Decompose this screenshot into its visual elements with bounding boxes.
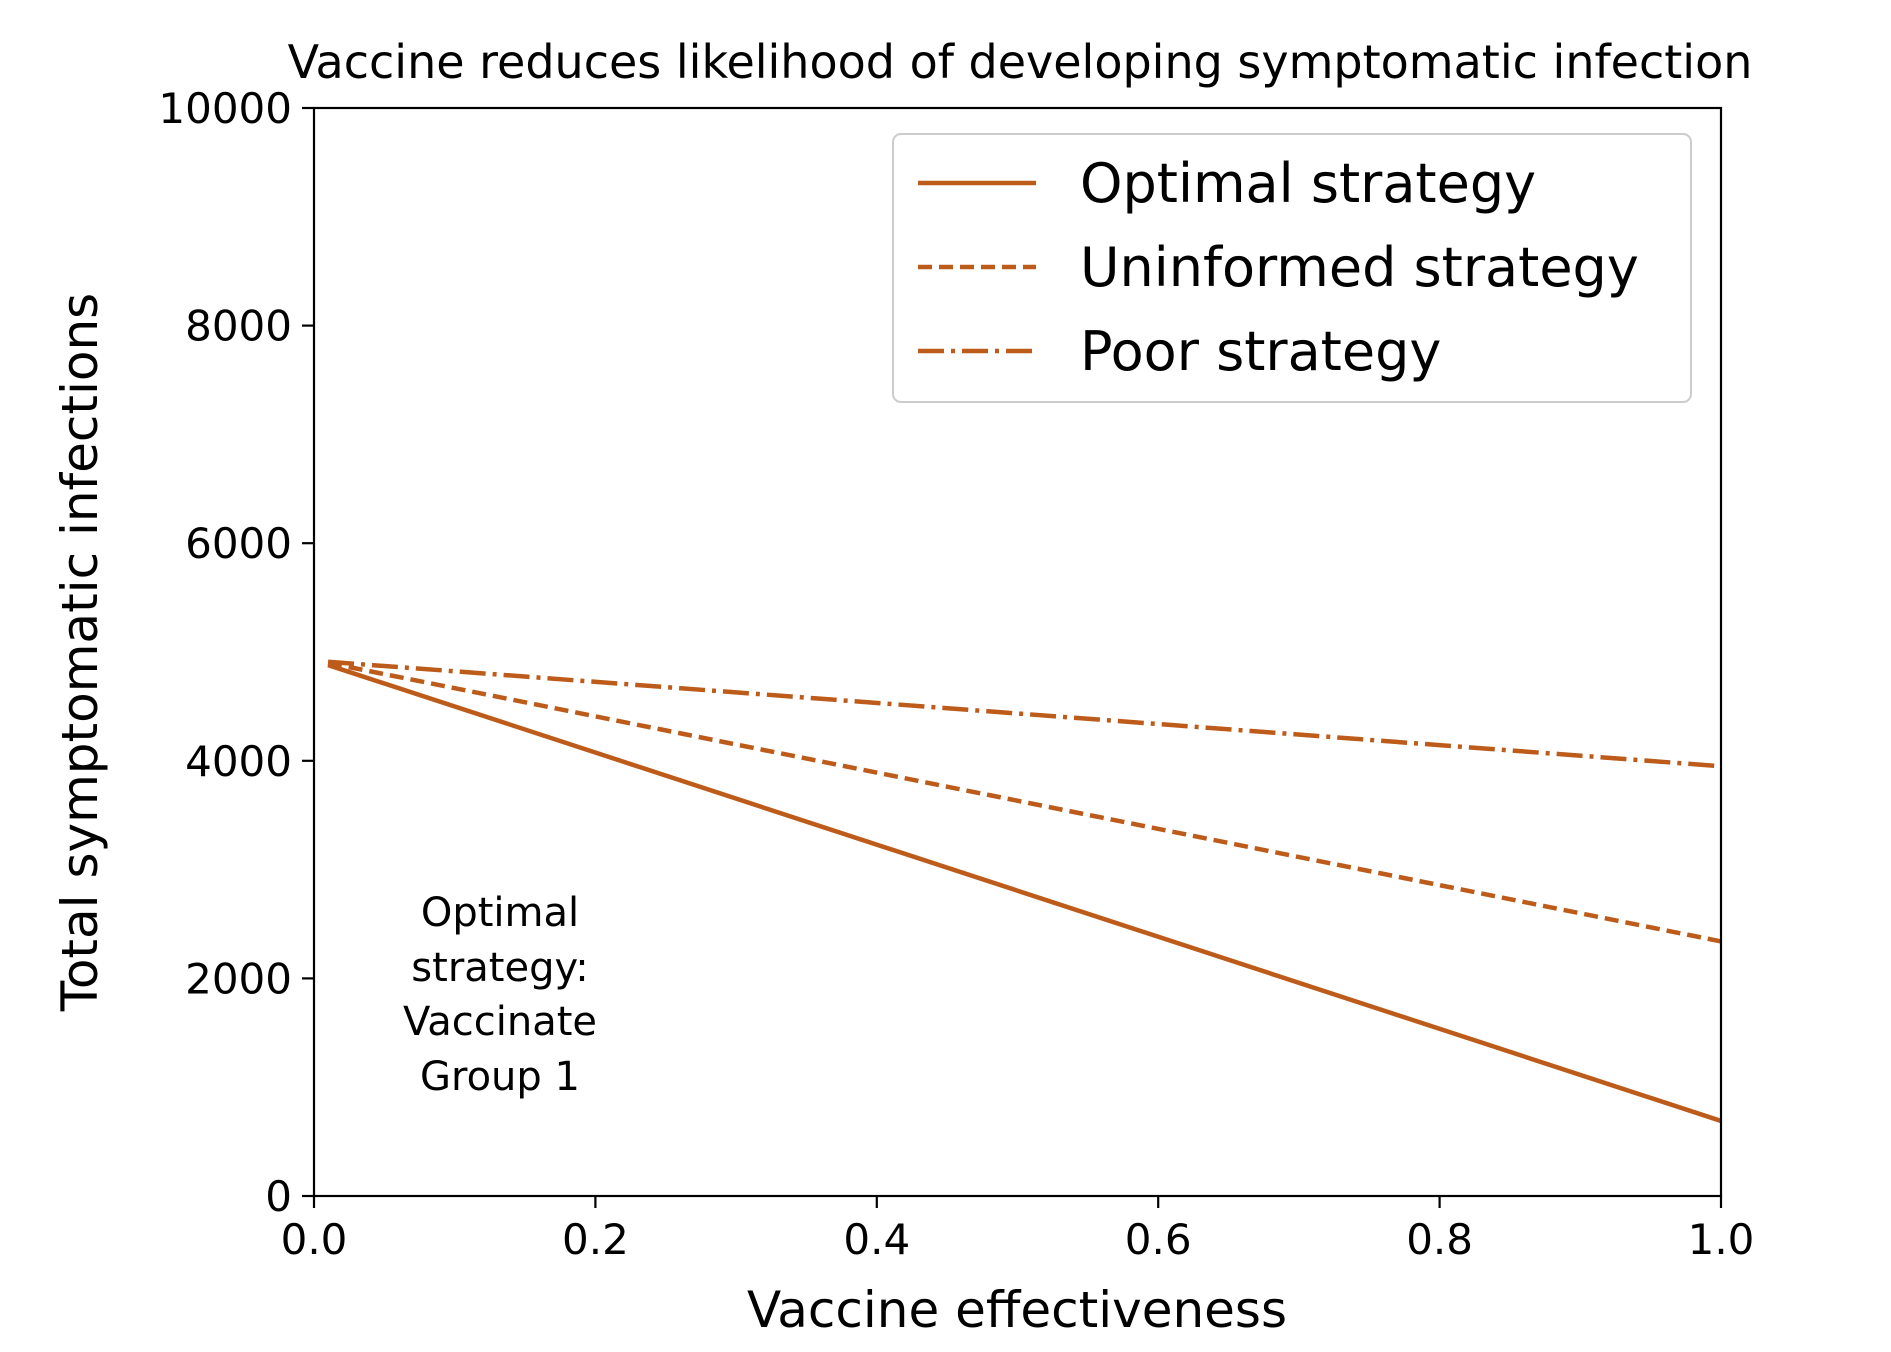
series-line-poor-strategy [327,659,1722,769]
legend: Optimal strategy Uninformed strategy Poor … [892,133,1692,403]
annotation-line: strategy: [411,945,588,991]
series-line-uninformed-strategy [327,660,1722,944]
y-tick-label: 0 [265,1172,292,1221]
plot-frame [312,106,1723,1198]
x-tick-label: 0.6 [1125,1215,1192,1264]
x-tick-label: 0.0 [281,1215,348,1264]
y-axis-title: Total symptomatic infections [51,293,109,1012]
x-tick-label: 1.0 [1688,1215,1755,1264]
x-axis-title: Vaccine effectiveness [747,1281,1287,1339]
y-axis: 0 2000 4000 6000 8000 10000 [158,84,314,1221]
y-tick-label: 2000 [185,954,292,1003]
annotation-line: Group 1 [420,1054,580,1100]
y-tick-label: 6000 [185,519,292,568]
annotation-line: Vaccinate [403,999,597,1045]
annotation-line: Optimal [421,890,579,936]
y-tick-label: 4000 [185,737,292,786]
y-tick-label: 10000 [158,84,292,133]
x-tick-label: 0.2 [562,1215,629,1264]
legend-label: Optimal strategy [1080,152,1536,215]
annotation-optimal-strategy: Optimal strategy: Vaccinate Group 1 [403,890,597,1100]
series-line-optimal-strategy [327,662,1722,1124]
legend-box [892,133,1692,403]
x-axis: 0.0 0.2 0.4 0.6 0.8 1.0 [281,1196,1755,1264]
legend-label: Uninformed strategy [1080,236,1639,299]
legend-label: Poor strategy [1080,320,1441,383]
x-tick-label: 0.8 [1406,1215,1473,1264]
legend-items: Optimal strategy Uninformed strategy Poor … [918,152,1639,383]
y-tick-label: 8000 [185,302,292,351]
chart-title: Vaccine reduces likelihood of developing… [288,35,1753,89]
plot-lines [327,659,1722,1124]
x-tick-label: 0.4 [843,1215,910,1264]
